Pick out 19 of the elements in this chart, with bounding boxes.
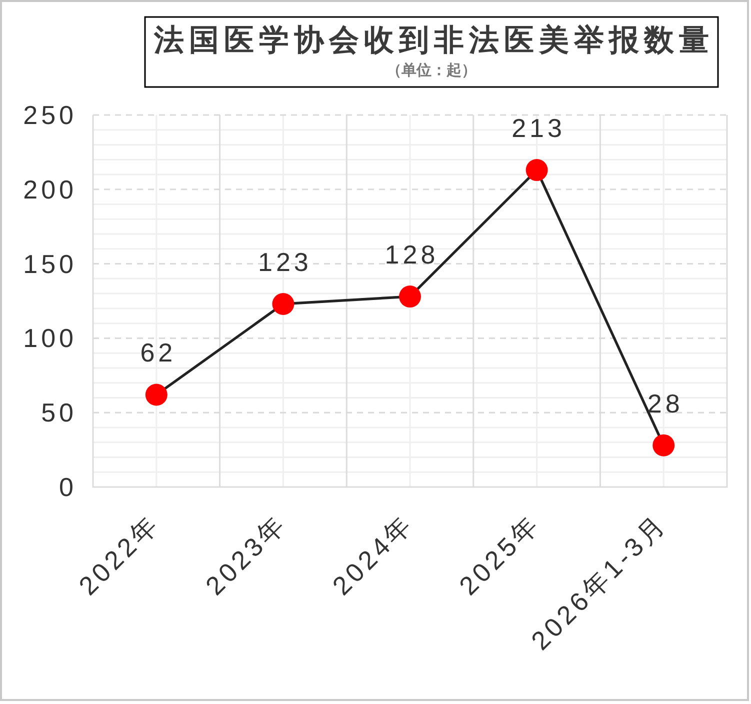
y-tick-label: 250 — [23, 100, 77, 130]
chart-subtitle: （单位：起） — [386, 62, 476, 79]
data-label: 123 — [258, 246, 312, 277]
point — [526, 159, 548, 182]
y-tick-label: 200 — [23, 174, 77, 204]
y-tick-label: 150 — [23, 248, 77, 279]
data-label: 28 — [647, 388, 684, 418]
y-tick-label: 50 — [41, 398, 77, 428]
y-tick-label: 0 — [59, 472, 77, 502]
point — [399, 286, 421, 308]
data-label: 62 — [140, 338, 176, 368]
chart-title: 法国医学协会收到非法医美举报数量 — [153, 23, 714, 57]
y-tick-label: 100 — [23, 323, 77, 354]
title-box: 法国医学协会收到非法医美举报数量 （单位：起） — [144, 16, 719, 88]
data-label: 213 — [512, 113, 566, 144]
point — [652, 434, 675, 456]
point — [145, 384, 168, 406]
point — [272, 292, 294, 315]
data-label: 128 — [384, 240, 439, 270]
